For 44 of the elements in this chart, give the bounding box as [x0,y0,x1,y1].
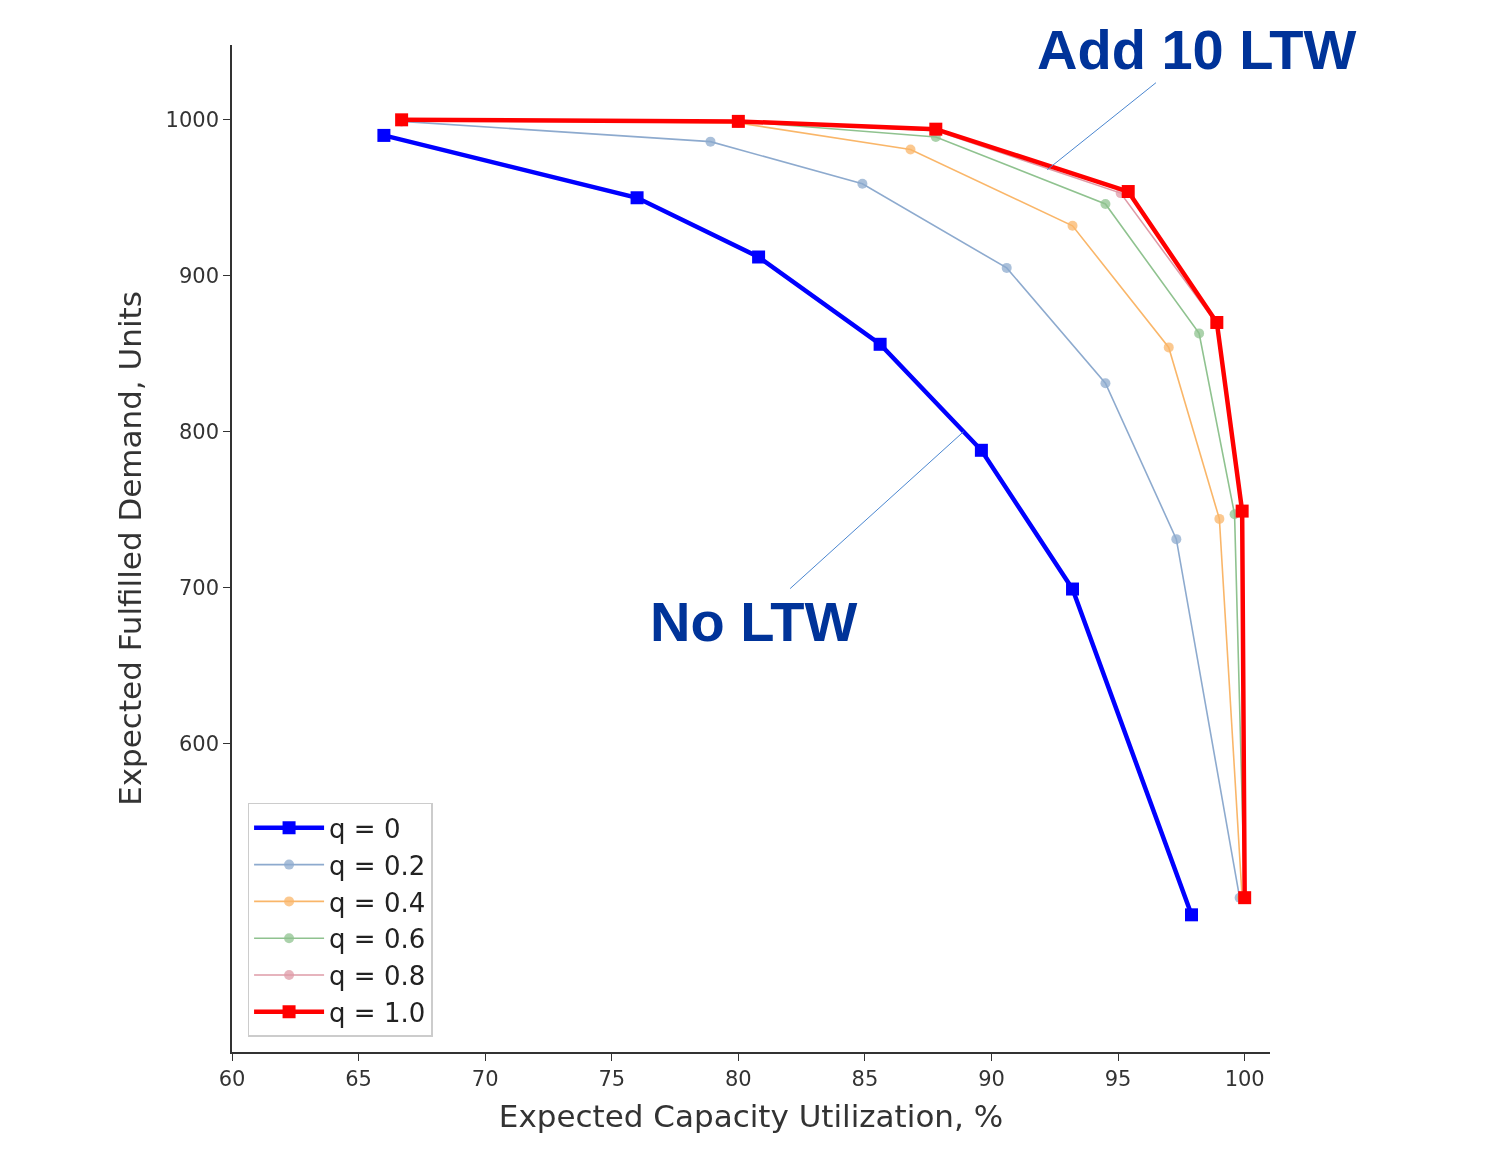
y-tick-label: 600 [178,731,220,756]
legend-label: q = 0.6 [329,924,426,955]
annotation: No LTW [650,590,858,653]
y-tick-label: 800 [178,419,220,444]
point [752,250,766,264]
x-tick-label: 60 [218,1066,246,1091]
legend-label: q = 0.2 [329,850,426,881]
x-tick-label: 90 [978,1066,1005,1091]
point [1067,220,1078,231]
point [905,144,916,155]
point [1185,908,1199,922]
point [1121,185,1135,199]
x-tick-label: 100 [1224,1066,1265,1091]
legend-label: q = 0.8 [329,961,426,992]
point [630,191,644,205]
point [873,337,887,351]
point [857,178,868,189]
y-tick-label: 900 [178,264,220,289]
x-tick-label: 70 [471,1066,499,1091]
x-tick-label: 65 [345,1066,372,1091]
point [377,128,391,142]
legend-label: q = 0.4 [329,887,426,918]
point [705,136,716,147]
y-tick-label: 700 [178,575,220,600]
x-tick-label: 95 [1104,1066,1132,1091]
x-tick-label: 80 [724,1066,752,1091]
point [1100,199,1111,209]
point [974,443,988,457]
point [1214,513,1225,524]
point [1100,378,1111,389]
point [1194,328,1205,339]
point [1210,315,1224,329]
y-tick-label: 1000 [165,108,220,133]
annotation: Add 10 LTW [1037,18,1357,81]
x-tick-label: 75 [598,1066,626,1091]
point [1171,534,1182,545]
x-axis-title: Expected Capacity Utilization, % [498,1097,1004,1134]
legend-label: q = 0 [329,813,401,844]
y-axis-title: Expected Fulfilled Demand, Units [111,291,148,806]
point [1163,342,1174,353]
point [1066,582,1080,596]
point [1001,262,1012,273]
x-tick-label: 85 [851,1066,879,1091]
legend-label: q = 1.0 [329,997,426,1028]
